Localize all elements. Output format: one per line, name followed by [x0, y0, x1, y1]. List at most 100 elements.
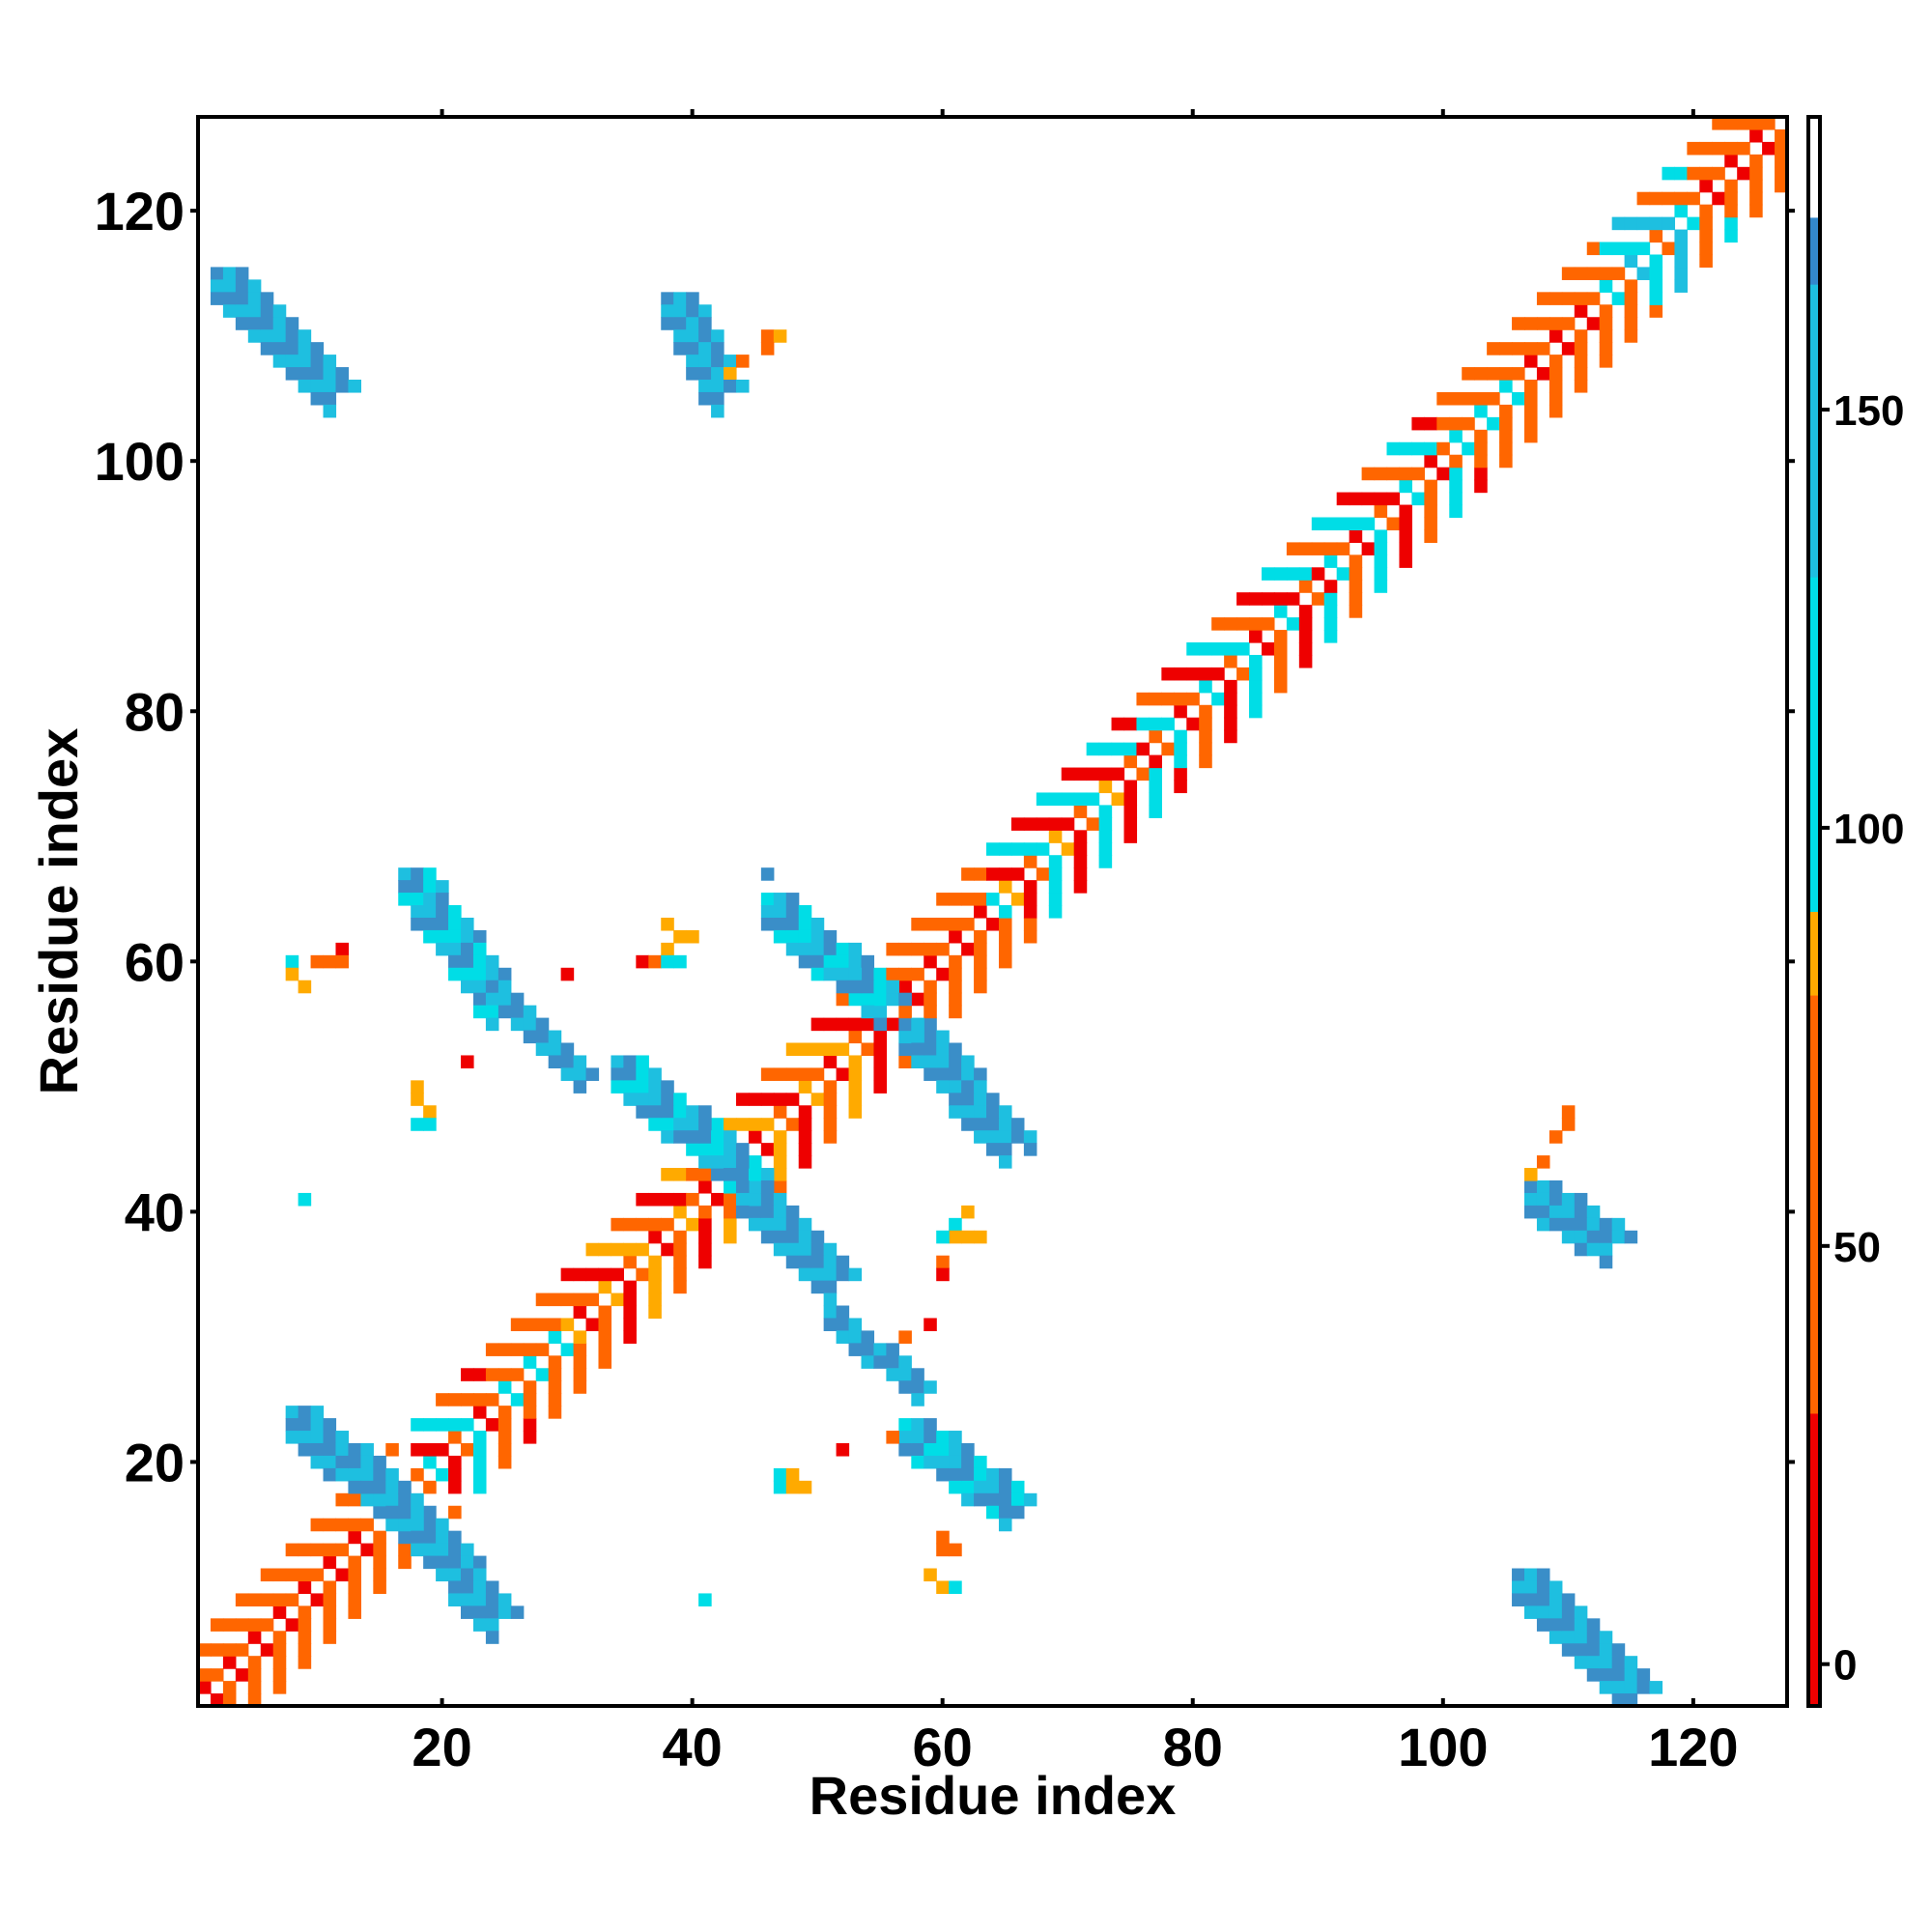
heatmap-cell	[798, 1042, 812, 1057]
heatmap-cell	[823, 1080, 838, 1094]
x-tick-label: 120	[1648, 1717, 1738, 1777]
heatmap-cell	[1724, 216, 1738, 231]
heatmap-cell	[448, 1555, 462, 1570]
heatmap-cell	[1010, 893, 1025, 906]
heatmap-cell	[1286, 592, 1300, 606]
heatmap-cell	[461, 1393, 474, 1406]
heatmap-cell	[898, 1030, 912, 1044]
heatmap-cell	[210, 267, 224, 280]
heatmap-cell	[873, 1030, 887, 1044]
heatmap-cell	[423, 880, 437, 894]
heatmap-cell	[298, 1406, 312, 1419]
heatmap-cell	[1424, 441, 1437, 456]
heatmap-cell	[1737, 141, 1750, 156]
heatmap-cell	[1699, 242, 1713, 256]
heatmap-cell	[411, 867, 424, 881]
heatmap-cell	[986, 842, 1000, 856]
heatmap-cell	[1599, 329, 1613, 343]
heatmap-cell	[886, 1355, 899, 1369]
heatmap-cell	[873, 1355, 887, 1369]
heatmap-cell	[323, 404, 337, 418]
heatmap-cell	[285, 317, 299, 330]
heatmap-cell	[573, 1055, 587, 1069]
heatmap-cell	[1224, 692, 1237, 706]
heatmap-cell	[323, 1618, 337, 1632]
heatmap-cell	[436, 1568, 449, 1582]
heatmap-cell	[735, 1205, 750, 1219]
heatmap-cell	[911, 917, 924, 931]
heatmap-cell	[861, 954, 875, 969]
heatmap-cell	[661, 1130, 674, 1144]
heatmap-cell	[698, 1593, 712, 1606]
heatmap-cell	[348, 1455, 361, 1469]
heatmap-cell	[760, 1143, 775, 1156]
heatmap-cell	[461, 1543, 474, 1557]
heatmap-cell	[623, 1093, 637, 1106]
heatmap-cell	[411, 880, 424, 894]
heatmap-cell	[748, 1217, 762, 1232]
heatmap-cell	[485, 1618, 499, 1632]
heatmap-cell	[1599, 242, 1613, 256]
heatmap-cell	[423, 1442, 437, 1457]
heatmap-cell	[886, 942, 899, 956]
heatmap-cell	[598, 1318, 612, 1332]
heatmap-cell	[1111, 717, 1125, 731]
heatmap-cell	[998, 1105, 1012, 1119]
heatmap-cell	[636, 1105, 649, 1119]
heatmap-cell	[1149, 692, 1162, 706]
heatmap-cell	[760, 917, 775, 931]
heatmap-cell	[298, 1605, 312, 1619]
heatmap-cell	[711, 1192, 724, 1207]
heatmap-cell	[735, 1143, 750, 1156]
heatmap-cell	[323, 367, 337, 381]
x-tick-label: 60	[913, 1717, 973, 1777]
heatmap-cell	[798, 1480, 812, 1494]
heatmap-cell	[461, 1418, 474, 1432]
heatmap-cell	[222, 1618, 237, 1632]
x-axis-label: Residue index	[810, 1765, 1177, 1826]
heatmap-cell	[472, 992, 487, 1007]
heatmap-cell	[1749, 117, 1763, 130]
heatmap-cell	[1561, 1205, 1576, 1219]
heatmap-cell	[1048, 880, 1063, 894]
heatmap-cell	[1775, 141, 1788, 156]
heatmap-cell	[785, 1118, 800, 1131]
heatmap-cell	[560, 1042, 575, 1057]
heatmap-cell	[247, 1693, 262, 1707]
heatmap-cell	[1724, 204, 1738, 218]
heatmap-cell	[923, 1005, 937, 1019]
heatmap-cell	[760, 1230, 775, 1244]
heatmap-cell	[385, 1518, 399, 1532]
heatmap-cell	[461, 929, 474, 944]
heatmap-cell	[1449, 479, 1463, 494]
heatmap-cell	[1048, 905, 1063, 919]
heatmap-cell	[648, 954, 662, 969]
heatmap-cell	[848, 1067, 863, 1081]
heatmap-cell	[648, 1267, 662, 1282]
heatmap-cell	[573, 1267, 587, 1282]
heatmap-cell	[272, 1656, 287, 1669]
heatmap-cell	[323, 1580, 337, 1595]
heatmap-cell	[385, 1505, 399, 1520]
heatmap-cell	[1323, 542, 1338, 555]
heatmap-cell	[998, 942, 1012, 956]
heatmap-cell	[598, 1242, 612, 1257]
x-tick-label: 80	[1163, 1717, 1223, 1777]
heatmap-cell	[949, 1093, 962, 1106]
heatmap-cell	[711, 367, 724, 381]
heatmap-cell	[1624, 292, 1638, 305]
heatmap-cell	[323, 1518, 337, 1532]
heatmap-cell	[373, 1480, 386, 1494]
heatmap-cell	[472, 1605, 487, 1619]
heatmap-cell	[785, 1467, 800, 1482]
heatmap-cell	[636, 1067, 649, 1081]
heatmap-cell	[698, 1130, 712, 1144]
heatmap-cell	[636, 1192, 649, 1207]
heatmap-cell	[686, 304, 699, 318]
heatmap-cell	[1098, 742, 1113, 756]
heatmap-cell	[385, 1442, 399, 1457]
heatmap-cell	[848, 1105, 863, 1119]
heatmap-cell	[1399, 554, 1413, 568]
heatmap-cell	[210, 292, 224, 305]
heatmap-cell	[560, 1293, 575, 1307]
